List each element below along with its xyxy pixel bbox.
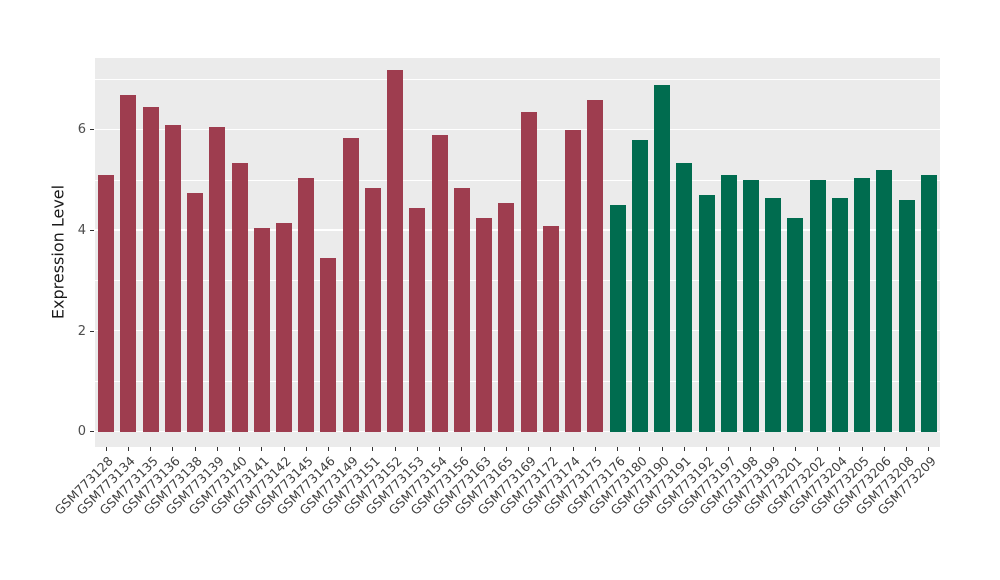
x-tick-mark (661, 447, 663, 451)
y-tick-mark (90, 431, 94, 433)
major-gridline (95, 229, 940, 231)
x-tick-mark (528, 447, 530, 451)
x-tick-mark (239, 447, 241, 451)
x-tick-mark (172, 447, 174, 451)
x-tick-mark (505, 447, 507, 451)
minor-gridline (95, 179, 940, 181)
x-tick-mark (372, 447, 374, 451)
x-tick-mark (750, 447, 752, 451)
x-tick-mark (416, 447, 418, 451)
bar-GSM773136 (164, 124, 181, 432)
bar-GSM773151 (364, 187, 381, 432)
bar-GSM773140 (231, 162, 248, 432)
x-tick-mark (706, 447, 707, 451)
x-tick-mark (150, 447, 152, 451)
x-tick-mark (439, 447, 441, 451)
bar-GSM773154 (431, 135, 448, 432)
x-tick-mark (839, 447, 841, 451)
bar-GSM773175 (587, 99, 604, 432)
x-tick-mark (461, 447, 463, 451)
major-gridline (95, 430, 940, 432)
y-tick-mark (90, 230, 94, 232)
bar-GSM773199 (765, 197, 782, 432)
y-tick-mark (90, 330, 94, 332)
bar-GSM773146 (320, 258, 337, 432)
bar-GSM773202 (809, 180, 826, 432)
y-axis-title: Expression Level (48, 184, 68, 320)
x-tick-mark (639, 447, 641, 451)
minor-gridline (95, 78, 940, 80)
bar-GSM773174 (565, 129, 582, 432)
x-tick-mark (928, 447, 930, 451)
bar-GSM773153 (409, 207, 426, 432)
bar-GSM773205 (854, 177, 871, 432)
bar-GSM773190 (654, 84, 671, 432)
bar-GSM773209 (920, 175, 937, 432)
major-gridline (95, 329, 940, 332)
x-tick-mark (794, 447, 796, 451)
x-tick-mark (261, 447, 263, 451)
x-tick-mark (394, 447, 396, 451)
bar-GSM773141 (253, 228, 270, 432)
x-tick-mark (305, 447, 307, 451)
bar-GSM773152 (387, 69, 404, 432)
x-tick-mark (883, 447, 885, 451)
bar-GSM773139 (209, 127, 226, 432)
bar-GSM773197 (720, 175, 737, 432)
x-tick-mark (105, 447, 107, 451)
minor-gridline (95, 380, 940, 382)
x-tick-mark (194, 447, 196, 451)
y-tick-label: 2 (77, 323, 86, 339)
x-tick-mark (728, 447, 730, 451)
bar-GSM773198 (742, 180, 759, 432)
y-tick-label: 0 (77, 424, 86, 440)
bar-GSM773206 (876, 170, 893, 432)
x-tick-mark (127, 447, 129, 451)
x-tick-mark (216, 447, 218, 451)
bar-GSM773142 (276, 223, 292, 432)
bar-GSM773172 (542, 225, 559, 432)
x-tick-mark (350, 447, 352, 451)
x-tick-mark (772, 447, 774, 451)
y-tick-label: 4 (77, 223, 86, 239)
x-tick-mark (817, 447, 819, 451)
x-tick-mark (683, 447, 685, 451)
bar-GSM773201 (787, 218, 804, 432)
bar-GSM773204 (831, 197, 848, 432)
x-tick-mark (861, 447, 863, 451)
bar-GSM773128 (98, 175, 115, 432)
bar-GSM773163 (476, 218, 493, 432)
bar-GSM773156 (453, 187, 470, 432)
bar-GSM773169 (520, 112, 537, 432)
x-tick-mark (483, 447, 485, 451)
plot-panel (95, 58, 940, 447)
bar-GSM773145 (298, 177, 315, 432)
x-tick-mark (572, 447, 574, 451)
bar-GSM773135 (142, 107, 159, 432)
x-tick-mark (617, 447, 619, 451)
bar-GSM773134 (120, 94, 137, 432)
minor-gridline (95, 280, 940, 281)
x-tick-mark (550, 447, 552, 451)
bar-GSM773191 (676, 162, 693, 432)
bar-GSM773138 (187, 192, 204, 432)
x-tick-mark (906, 447, 908, 451)
bar-GSM773208 (898, 200, 915, 432)
bar-GSM773192 (698, 195, 715, 432)
y-tick-label: 6 (77, 122, 86, 138)
major-gridline (95, 128, 940, 130)
bar-GSM773176 (609, 205, 626, 432)
y-tick-mark (90, 129, 94, 131)
bar-GSM773165 (498, 202, 515, 432)
bar-GSM773149 (342, 137, 359, 432)
x-tick-mark (594, 447, 596, 451)
x-tick-mark (283, 447, 285, 451)
bar-GSM773180 (631, 140, 648, 432)
x-tick-mark (327, 447, 329, 451)
